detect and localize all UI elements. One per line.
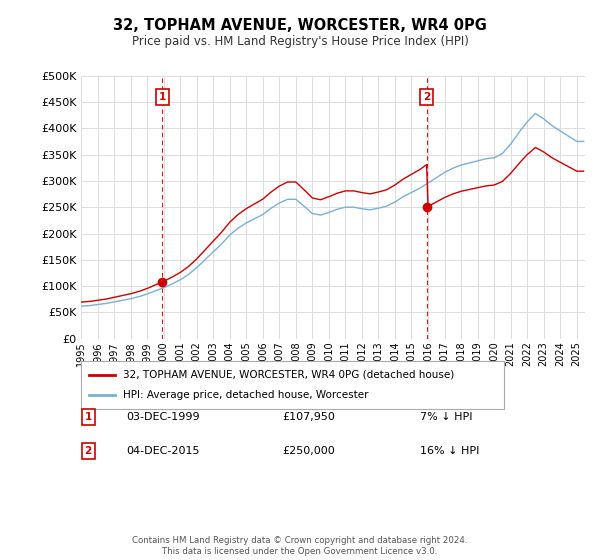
Text: 32, TOPHAM AVENUE, WORCESTER, WR4 0PG (detached house): 32, TOPHAM AVENUE, WORCESTER, WR4 0PG (d… <box>124 370 455 380</box>
Text: 1: 1 <box>158 92 166 102</box>
Text: HPI: Average price, detached house, Worcester: HPI: Average price, detached house, Worc… <box>124 390 369 400</box>
Text: 2: 2 <box>423 92 430 102</box>
Text: 03-DEC-1999: 03-DEC-1999 <box>126 412 200 422</box>
Text: 2: 2 <box>85 446 92 456</box>
Text: Price paid vs. HM Land Registry's House Price Index (HPI): Price paid vs. HM Land Registry's House … <box>131 35 469 49</box>
Text: 16% ↓ HPI: 16% ↓ HPI <box>420 446 479 456</box>
Text: £250,000: £250,000 <box>282 446 335 456</box>
Text: 04-DEC-2015: 04-DEC-2015 <box>126 446 199 456</box>
Text: 7% ↓ HPI: 7% ↓ HPI <box>420 412 473 422</box>
Text: Contains HM Land Registry data © Crown copyright and database right 2024.
This d: Contains HM Land Registry data © Crown c… <box>132 536 468 556</box>
Text: £107,950: £107,950 <box>282 412 335 422</box>
Text: 1: 1 <box>85 412 92 422</box>
Text: 32, TOPHAM AVENUE, WORCESTER, WR4 0PG: 32, TOPHAM AVENUE, WORCESTER, WR4 0PG <box>113 18 487 32</box>
